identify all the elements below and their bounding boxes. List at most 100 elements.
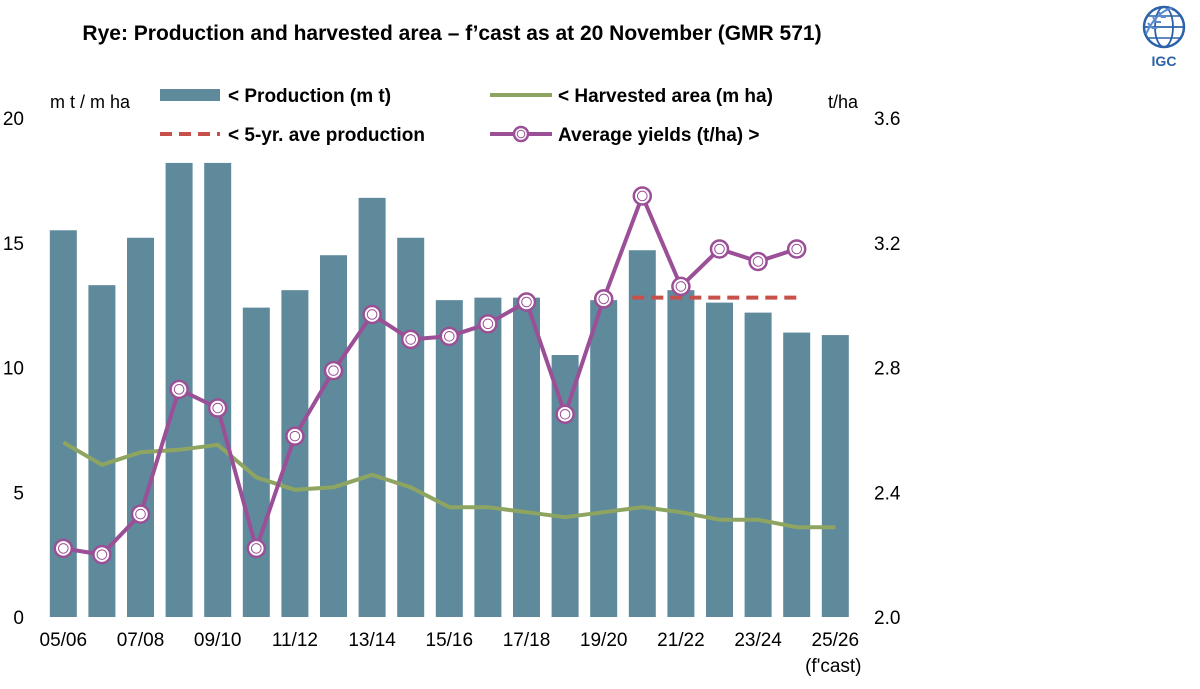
- yield-marker: [362, 304, 382, 325]
- x-axis-tick-label: 07/08: [117, 630, 165, 651]
- left-axis-tick-label: 5: [13, 483, 24, 504]
- yield-marker-inner: [559, 408, 571, 420]
- yield-marker: [53, 538, 74, 559]
- production-bar: [358, 197, 386, 617]
- production-bar: [242, 307, 270, 617]
- left-axis: 0 5 10 15 20: [3, 109, 24, 629]
- yield-marker: [246, 538, 267, 559]
- left-axis-unit-label: m t / m ha: [50, 92, 131, 112]
- x-axis-tick-label: 05/06: [40, 630, 88, 651]
- yield-marker: [593, 289, 614, 309]
- x-axis-tick-label: 23/24: [734, 630, 782, 651]
- yield-marker-inner: [212, 402, 223, 414]
- yield-marker: [130, 504, 151, 524]
- yield-marker-inner: [482, 318, 494, 330]
- x-axis-tick-label: 15/16: [426, 630, 474, 651]
- production-bar: [551, 355, 579, 617]
- yield-marker-inner: [366, 309, 378, 320]
- x-axis-tick-label: 19/20: [580, 630, 628, 651]
- legend-label-harvested-area: < Harvested area (m ha): [558, 86, 773, 107]
- production-bar: [783, 332, 811, 617]
- production-bar: [474, 297, 502, 617]
- right-axis-tick-label: 3.6: [874, 109, 900, 130]
- yield-marker-inner: [675, 281, 687, 292]
- chart-title: Rye: Production and harvested area – f’c…: [82, 22, 821, 45]
- production-bar: [88, 285, 116, 617]
- production-bar: [821, 335, 849, 617]
- yield-marker: [671, 276, 691, 297]
- right-axis: 2.0 2.4 2.8 3.2 3.6: [874, 109, 901, 629]
- right-axis-tick-label: 3.2: [874, 234, 900, 255]
- yield-marker-inner: [173, 384, 185, 395]
- yield-marker: [323, 360, 344, 381]
- yield-marker: [632, 186, 653, 206]
- logo-text: IGC: [1152, 53, 1177, 69]
- yield-marker-inner: [598, 293, 610, 305]
- legend: < Production (m t) < Harvested area (m h…: [160, 86, 773, 146]
- production-bar: [667, 290, 695, 617]
- production-bar: [435, 300, 463, 617]
- yield-marker: [285, 426, 305, 446]
- yield-marker-inner: [444, 331, 455, 342]
- left-axis-tick-label: 15: [3, 234, 24, 255]
- production-bar: [744, 312, 772, 617]
- left-axis-tick-label: 0: [13, 608, 24, 629]
- yield-marker: [400, 329, 421, 350]
- yield-marker: [709, 239, 730, 259]
- yield-marker: [439, 326, 460, 347]
- production-bar: [204, 162, 232, 617]
- production-bar: [590, 300, 618, 617]
- yield-marker: [786, 239, 807, 259]
- right-axis-unit-label: t/ha: [828, 92, 859, 112]
- right-axis-tick-label: 2.8: [874, 359, 900, 380]
- wheat-icon: [1145, 7, 1173, 35]
- yield-marker: [478, 314, 498, 334]
- x-axis-tick-label: 21/22: [657, 630, 705, 651]
- x-axis-forecast-note: (f'cast): [805, 656, 861, 677]
- yield-marker: [207, 398, 228, 418]
- yield-marker-inner: [791, 243, 803, 255]
- yield-marker-inner: [289, 430, 301, 442]
- production-bar: [397, 237, 425, 617]
- x-axis-tick-label: 25/26: [812, 630, 860, 651]
- yield-marker-inner: [96, 549, 108, 560]
- harvested-area-line: [62, 440, 836, 530]
- legend-label-5yr-average: < 5-yr. ave production: [228, 125, 425, 146]
- production-bar: [628, 250, 656, 618]
- production-bars: [49, 162, 849, 618]
- yield-marker: [555, 404, 575, 425]
- yield-marker-inner: [405, 334, 417, 345]
- production-bar: [320, 255, 347, 617]
- left-axis-tick-label: 20: [3, 109, 24, 130]
- x-axis-tick-label: 13/14: [348, 630, 396, 651]
- yield-marker-inner: [135, 508, 146, 520]
- yield-marker-inner: [637, 190, 648, 202]
- yield-marker-inner: [714, 243, 725, 255]
- right-axis-tick-label: 2.0: [874, 608, 900, 629]
- legend-label-yields: Average yields (t/ha) >: [558, 125, 760, 146]
- x-axis-tick-label: 17/18: [503, 630, 551, 651]
- yield-marker-inner: [752, 256, 764, 267]
- production-bar: [127, 237, 154, 617]
- x-axis-tick-label: 09/10: [194, 630, 242, 651]
- yield-marker: [748, 251, 768, 272]
- legend-marker-yields: [512, 125, 530, 143]
- legend-marker-yields-inner: [516, 129, 526, 139]
- yield-marker: [92, 544, 112, 565]
- right-axis-tick-label: 2.4: [874, 483, 901, 504]
- yield-marker-inner: [328, 365, 339, 376]
- left-axis-tick-label: 10: [3, 359, 24, 380]
- production-bar: [513, 297, 540, 617]
- legend-swatch-production: [160, 89, 220, 101]
- chart-lines: [53, 186, 836, 565]
- production-bar: [281, 290, 309, 617]
- x-axis-tick-label: 11/12: [272, 630, 318, 651]
- production-bar: [49, 230, 77, 617]
- yield-marker-inner: [58, 543, 69, 554]
- yield-marker-inner: [250, 543, 262, 554]
- yield-marker: [169, 379, 189, 400]
- production-bar: [706, 302, 733, 617]
- yield-marker: [516, 292, 537, 312]
- x-axis: 05/06 07/08 09/10 11/12 13/14 15/16 17/18 19/20…: [40, 630, 862, 677]
